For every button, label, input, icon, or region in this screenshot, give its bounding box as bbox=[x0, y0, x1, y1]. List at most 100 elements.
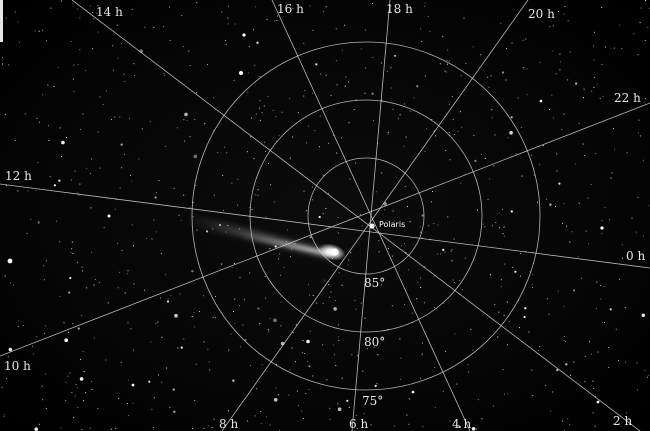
star bbox=[153, 219, 155, 221]
star bbox=[491, 225, 494, 227]
star bbox=[264, 141, 266, 143]
star bbox=[337, 407, 342, 412]
star bbox=[302, 340, 304, 342]
star bbox=[563, 203, 565, 205]
star bbox=[403, 145, 405, 147]
star bbox=[453, 133, 455, 136]
star bbox=[396, 11, 398, 13]
star bbox=[120, 361, 122, 363]
star bbox=[43, 265, 45, 267]
star bbox=[183, 119, 185, 121]
hour-line bbox=[71, 0, 641, 431]
star bbox=[511, 42, 513, 44]
star bbox=[181, 14, 183, 16]
star bbox=[217, 151, 219, 153]
star bbox=[431, 190, 434, 192]
star bbox=[289, 369, 291, 371]
star bbox=[221, 11, 223, 13]
star bbox=[528, 331, 530, 333]
star bbox=[450, 250, 452, 252]
star bbox=[127, 322, 129, 324]
star bbox=[503, 235, 506, 237]
star bbox=[458, 279, 460, 282]
star bbox=[117, 57, 119, 59]
declination-label-80: 80° bbox=[364, 335, 385, 349]
star bbox=[72, 252, 74, 255]
star bbox=[531, 283, 533, 285]
star bbox=[222, 209, 225, 212]
star bbox=[434, 367, 436, 369]
star bbox=[212, 316, 214, 318]
polaris-label: Polaris bbox=[379, 220, 405, 229]
star bbox=[501, 208, 504, 211]
star bbox=[521, 175, 523, 177]
star bbox=[472, 349, 474, 351]
star bbox=[42, 399, 44, 401]
star bbox=[283, 267, 285, 269]
star bbox=[255, 113, 258, 115]
star bbox=[500, 22, 502, 24]
star bbox=[203, 341, 205, 343]
star bbox=[256, 41, 259, 44]
star bbox=[596, 281, 598, 283]
declination-circle-75 bbox=[191, 41, 541, 391]
star bbox=[291, 136, 294, 138]
star bbox=[336, 84, 338, 86]
star bbox=[461, 289, 463, 291]
star bbox=[419, 277, 422, 279]
star bbox=[12, 284, 15, 286]
star bbox=[340, 137, 342, 139]
star bbox=[224, 39, 226, 41]
star bbox=[266, 18, 268, 20]
star bbox=[99, 167, 101, 169]
star bbox=[77, 192, 79, 194]
star bbox=[370, 424, 372, 426]
star bbox=[556, 153, 558, 155]
star bbox=[637, 196, 639, 198]
star bbox=[413, 97, 415, 99]
star bbox=[621, 48, 623, 50]
star bbox=[226, 152, 228, 154]
star bbox=[444, 251, 446, 253]
star bbox=[647, 204, 649, 207]
star bbox=[14, 139, 16, 141]
star bbox=[196, 2, 198, 4]
star bbox=[408, 398, 411, 400]
star bbox=[450, 260, 453, 262]
corner-marker bbox=[0, 0, 3, 42]
star bbox=[259, 119, 261, 121]
star bbox=[77, 327, 80, 330]
star bbox=[255, 6, 257, 8]
star bbox=[92, 48, 94, 50]
star bbox=[81, 314, 83, 317]
star bbox=[561, 420, 563, 422]
star bbox=[155, 322, 157, 324]
star bbox=[569, 424, 571, 426]
star bbox=[173, 410, 176, 413]
star bbox=[332, 344, 334, 346]
star bbox=[77, 8, 79, 10]
star bbox=[599, 98, 601, 100]
hour-label-16: 16 h bbox=[277, 2, 304, 16]
star bbox=[407, 269, 409, 271]
star bbox=[85, 392, 87, 394]
star bbox=[309, 5, 311, 7]
star bbox=[391, 305, 393, 307]
star bbox=[326, 379, 328, 381]
star bbox=[583, 88, 585, 90]
star bbox=[392, 210, 394, 212]
star bbox=[91, 388, 93, 390]
star bbox=[242, 324, 244, 326]
star bbox=[428, 225, 430, 227]
star bbox=[292, 7, 294, 9]
star bbox=[503, 226, 505, 229]
star bbox=[158, 179, 160, 182]
star bbox=[83, 371, 85, 373]
star bbox=[173, 187, 175, 190]
star bbox=[346, 399, 349, 402]
star bbox=[433, 307, 436, 309]
star bbox=[8, 347, 13, 352]
star bbox=[608, 366, 610, 369]
star bbox=[233, 263, 235, 265]
star bbox=[338, 339, 340, 341]
